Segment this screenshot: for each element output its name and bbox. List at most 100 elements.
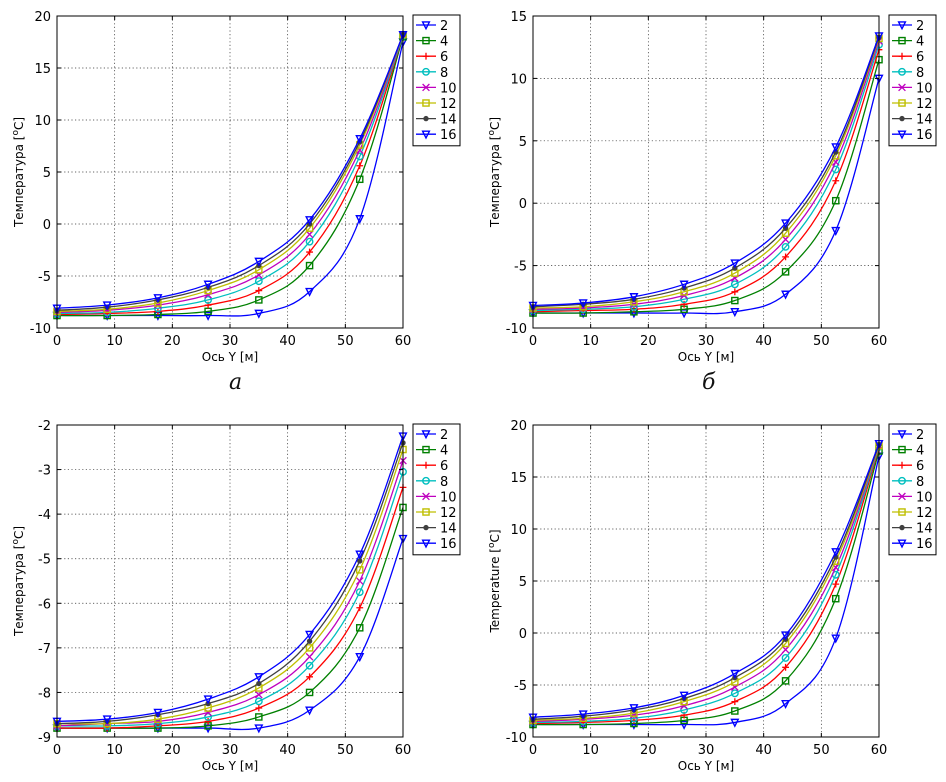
- legend-marker-6: [422, 52, 430, 60]
- legend-box: [412, 423, 461, 556]
- legend-label-12: 12: [440, 97, 457, 112]
- x-tick-label: 20: [164, 743, 181, 758]
- legend-label-16: 16: [440, 537, 457, 552]
- data-point-8-4: [254, 697, 263, 706]
- series-line-16: [56, 34, 404, 309]
- data-point-6-6: [832, 580, 840, 588]
- data-point-2-6: [831, 226, 841, 236]
- data-point-10-4: [254, 690, 263, 699]
- y-tick-label: -10: [506, 322, 527, 337]
- y-tick-label: 5: [519, 135, 527, 150]
- legend-box: [888, 14, 937, 147]
- data-point-4-4: [731, 296, 739, 305]
- y-tick-label: 15: [34, 62, 51, 77]
- legend-label-6: 6: [916, 459, 924, 474]
- x-tick-label: 60: [871, 334, 888, 349]
- series-6: [529, 46, 883, 316]
- x-tick-label: 40: [279, 334, 296, 349]
- legend-label-16: 16: [916, 128, 933, 143]
- data-point-4-5: [305, 688, 314, 697]
- legend-label-6: 6: [440, 50, 448, 65]
- x-tick-label: 10: [106, 334, 123, 349]
- legend-label-10: 10: [440, 81, 457, 96]
- legend-marker-2: [897, 21, 907, 31]
- data-point-6-5: [782, 253, 789, 261]
- legend-label-4: 4: [916, 35, 924, 50]
- x-tick-label: 20: [640, 334, 657, 349]
- data-point-16-5: [305, 630, 315, 640]
- data-point-4-4: [731, 707, 739, 715]
- data-point-4-6: [831, 196, 840, 205]
- x-tick-label: 0: [53, 743, 61, 758]
- data-point-16-1: [102, 715, 112, 725]
- legend-marker-4: [898, 36, 906, 45]
- data-point-16-3: [203, 695, 213, 705]
- data-point-6-4: [255, 287, 263, 294]
- legend-label-4: 4: [916, 444, 924, 459]
- data-point-16-5: [305, 216, 315, 226]
- x-tick-label: 60: [395, 743, 412, 758]
- data-point-8-3: [204, 713, 213, 721]
- x-tick-label: 60: [871, 743, 888, 758]
- legend-label-2: 2: [916, 19, 924, 34]
- y-tick-label: -6: [38, 597, 51, 612]
- y-tick-label: 0: [519, 197, 527, 212]
- data-point-2-3: [203, 311, 213, 321]
- legend-marker-6: [898, 461, 906, 469]
- data-point-4-6: [355, 175, 364, 184]
- y-tick-label: -5: [514, 260, 527, 275]
- data-point-12-6: [355, 566, 364, 574]
- legend-label-14: 14: [440, 113, 457, 128]
- panel-caption-a: а: [229, 370, 243, 395]
- y-tick-label: -4: [38, 508, 51, 523]
- data-point-6-4: [731, 698, 739, 706]
- series-line-4: [56, 36, 404, 317]
- legend-label-2: 2: [440, 428, 448, 443]
- data-point-6-3: [204, 718, 212, 725]
- chart-panel-2: 0 10 20 30 40 50 60 -10 -5 0 5 10 15 Ось Y [м] Темпера…: [487, 10, 937, 364]
- data-point-16-4: [254, 257, 264, 267]
- legend-label-8: 8: [440, 475, 448, 490]
- y-tick-label: -5: [514, 679, 527, 694]
- data-point-2-4: [254, 724, 264, 734]
- data-point-4-4: [255, 296, 263, 304]
- data-point-6-5: [306, 673, 313, 681]
- x-tick-label: 0: [529, 334, 537, 349]
- legend-marker-16: [421, 130, 431, 140]
- chart-panel-4: 0 10 20 30 40 50 60 -10 -5 0 5 10 15 20 Ось Y [м] Tempe…: [487, 419, 937, 773]
- data-point-16-4: [730, 259, 740, 269]
- data-point-8-2: [153, 719, 162, 728]
- legend-label-4: 4: [440, 444, 448, 459]
- legend-marker-12: [898, 99, 906, 107]
- panel-caption-b: б: [702, 370, 716, 395]
- legend-marker-4: [898, 445, 906, 454]
- data-point-10-3: [204, 290, 212, 299]
- legend-marker-14: [899, 115, 905, 122]
- data-point-4-6: [831, 594, 840, 603]
- y-tick-label: -2: [38, 419, 51, 434]
- x-tick-label: 20: [164, 334, 181, 349]
- legend-marker-2: [421, 21, 431, 31]
- data-point-8-6: [355, 588, 364, 597]
- data-point-10-3: [204, 708, 212, 717]
- data-point-8-3: [204, 295, 213, 304]
- legend-label-6: 6: [440, 459, 448, 474]
- legend-label-12: 12: [440, 506, 457, 521]
- x-tick-label: 50: [337, 334, 354, 349]
- x-tick-label: 40: [279, 743, 296, 758]
- legend-label-10: 10: [440, 490, 457, 505]
- data-point-4-5: [781, 677, 790, 685]
- x-tick-label: 10: [582, 743, 599, 758]
- x-tick-label: 0: [529, 743, 537, 758]
- x-axis-label: Ось Y [м]: [202, 759, 259, 773]
- legend-label-8: 8: [916, 66, 924, 81]
- y-tick-label: -5: [38, 553, 51, 568]
- data-point-16-4: [730, 669, 740, 679]
- series-line-16: [532, 35, 880, 307]
- data-point-2-5: [781, 290, 791, 300]
- data-point-6-6: [832, 177, 840, 185]
- legend-label-10: 10: [916, 490, 933, 505]
